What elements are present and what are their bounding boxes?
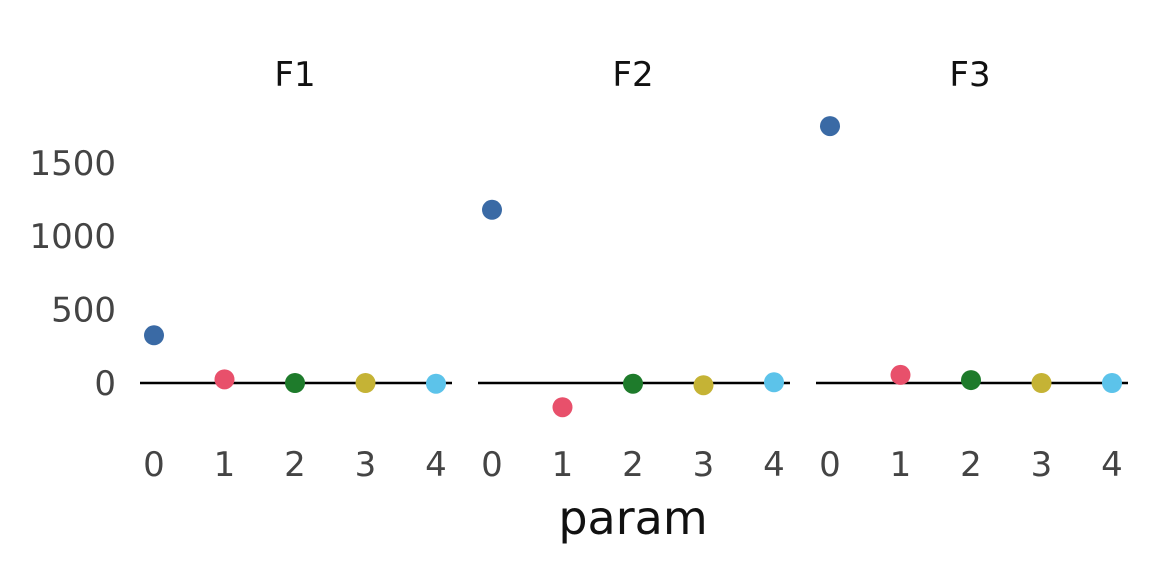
x-tick-label: 4 (425, 445, 447, 485)
x-tick-label: 1 (214, 445, 236, 485)
facet-panel-f3: 0 1 2 3 4 (816, 116, 1128, 485)
data-point (482, 199, 502, 220)
data-point (285, 373, 305, 393)
y-axis: 0 500 1000 1500 (29, 144, 116, 404)
data-point (1102, 373, 1122, 393)
x-tick-label: 3 (355, 445, 377, 485)
facet-title-f1: F1 (274, 55, 315, 95)
y-tick-label: 1500 (29, 144, 116, 184)
facet-panel-f1: 0 1 2 3 4 (140, 325, 452, 485)
data-point (144, 325, 164, 346)
data-point (820, 116, 840, 137)
x-tick-label: 3 (693, 445, 715, 485)
facet-panel-f2: 0 1 2 3 4 (478, 199, 790, 485)
x-tick-label: 2 (960, 445, 982, 485)
data-point (355, 373, 376, 393)
data-point (214, 369, 235, 390)
x-tick-label: 0 (819, 445, 841, 485)
y-tick-label: 0 (94, 364, 116, 404)
x-tick-label: 4 (1101, 445, 1123, 485)
facet-title-f3: F3 (949, 55, 990, 95)
data-point (890, 364, 911, 385)
x-tick-label: 2 (284, 445, 306, 485)
x-tick-label: 2 (622, 445, 644, 485)
data-point (1031, 373, 1052, 393)
data-point (764, 372, 784, 393)
data-point (552, 397, 573, 418)
data-point (426, 373, 446, 394)
x-tick-label: 4 (763, 445, 785, 485)
data-point (961, 370, 981, 391)
x-tick-label: 0 (143, 445, 165, 485)
facet-title-f2: F2 (612, 55, 653, 95)
x-tick-label: 0 (481, 445, 503, 485)
y-tick-label: 1000 (29, 217, 116, 257)
data-point (693, 375, 714, 396)
y-tick-label: 500 (51, 291, 116, 331)
x-axis-title: param (558, 491, 707, 545)
x-tick-label: 1 (890, 445, 912, 485)
x-tick-label: 3 (1031, 445, 1053, 485)
facet-titles: F1 F2 F3 (274, 55, 990, 95)
x-tick-label: 1 (552, 445, 574, 485)
data-point (623, 373, 643, 394)
